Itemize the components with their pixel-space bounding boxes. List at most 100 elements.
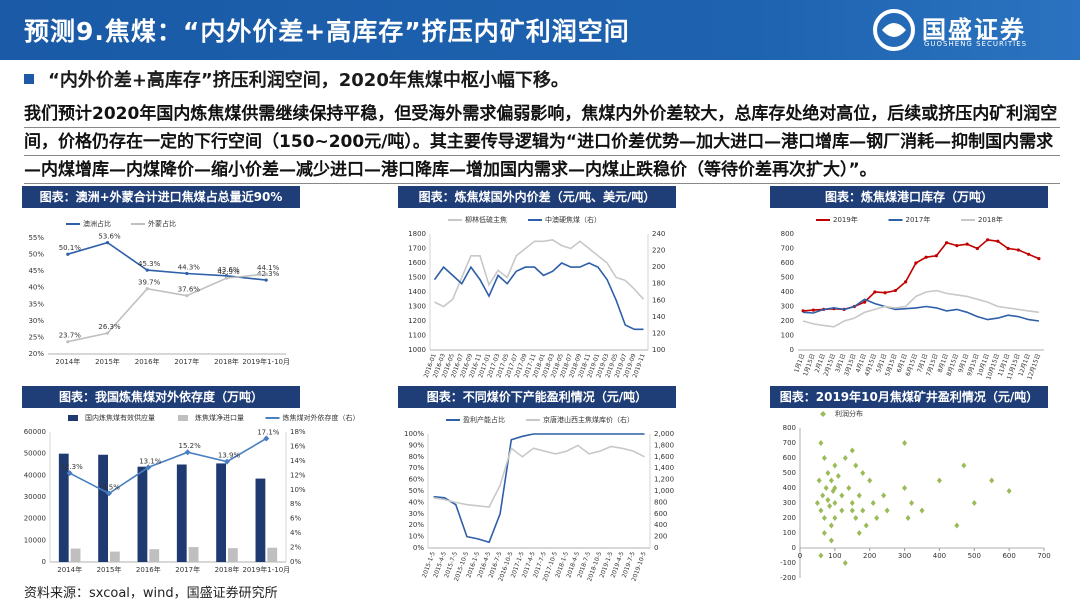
y-tick-label: 400 <box>781 288 794 296</box>
marker <box>801 309 805 313</box>
marker <box>986 238 990 242</box>
data-label: 23.7% <box>59 332 82 340</box>
y2-tick-label: 800 <box>654 498 667 506</box>
point <box>863 522 869 529</box>
y-tick-label: -100 <box>780 559 796 567</box>
chart-title: 图表：澳洲+外蒙合计进口焦煤占总量近90% <box>40 189 283 204</box>
x-tick-label: 2019-07 <box>613 353 628 379</box>
point <box>842 560 848 566</box>
marker <box>145 287 149 291</box>
marker <box>883 291 887 295</box>
paragraph: 我们预计2020年国内炼焦煤供需继续保持平稳，但受海外需求偏弱影响，焦煤内外价差… <box>24 100 1060 184</box>
y-tick-label: 300 <box>781 303 794 311</box>
point <box>853 462 859 469</box>
y-tick-label: 30000 <box>24 493 46 501</box>
y-tick-label: 45% <box>28 267 44 275</box>
line <box>803 238 1040 312</box>
y-tick-label: 10000 <box>24 536 46 544</box>
legend-label: 中澳硬焦煤（右） <box>545 215 601 224</box>
y-tick-label: 50% <box>28 251 44 259</box>
y-tick-label: 70% <box>408 464 424 472</box>
data-label: 9.5% <box>102 483 120 491</box>
y2-tick-label: 0 <box>654 544 658 552</box>
marker <box>873 290 877 294</box>
point <box>830 488 836 494</box>
y-tick-label: 600 <box>783 454 796 462</box>
x-tick-label: 2018-7-5 <box>576 551 592 579</box>
line <box>433 444 645 508</box>
x-tick-label: 2017年 <box>174 357 199 366</box>
marker <box>904 280 908 284</box>
bar <box>149 549 160 562</box>
logo-icon <box>873 9 915 51</box>
x-tick-label: 2018-05 <box>550 353 565 379</box>
data-label: 43.6% <box>217 266 240 274</box>
point <box>853 515 859 521</box>
x-tick-label: 2015年 <box>95 357 120 366</box>
point <box>860 470 866 476</box>
marker <box>145 268 149 272</box>
marker <box>934 254 938 258</box>
point <box>816 477 822 484</box>
x-tick-label: 2017-05 <box>495 353 510 379</box>
y-tick-label: 500 <box>781 274 794 282</box>
x-tick-label: 2019-09 <box>623 353 638 379</box>
marker <box>66 252 70 256</box>
point <box>902 440 908 446</box>
x-tick-label: 2月1日 <box>814 353 827 374</box>
x-tick-label: 10月15日 <box>985 353 1001 381</box>
y-tick-label: 100 <box>783 529 796 537</box>
x-tick-label: 0 <box>798 552 802 560</box>
marker <box>820 411 826 417</box>
marker <box>105 241 110 245</box>
point <box>821 455 827 461</box>
y-tick-label: 20% <box>408 521 424 529</box>
marker <box>184 449 191 456</box>
bar <box>267 547 278 562</box>
line <box>67 241 267 281</box>
data-label: 12.3% <box>61 463 84 471</box>
point <box>825 470 831 476</box>
y2-tick-label: 220 <box>652 247 665 255</box>
line <box>433 262 644 331</box>
legend-label: 2018年 <box>978 215 1003 224</box>
legend-label: 2019年 <box>833 215 858 224</box>
y-tick-label: 55% <box>28 234 44 242</box>
data-label: 15.2% <box>179 442 202 450</box>
x-tick-label: 3月15日 <box>843 353 858 377</box>
y-tick-label: 1700 <box>408 245 426 253</box>
bar <box>216 463 226 562</box>
point <box>828 522 834 529</box>
y2-tick-label: 160 <box>652 296 665 304</box>
bar <box>255 478 266 562</box>
data-label: 42.9% <box>217 268 240 276</box>
y-tick-label: 90% <box>408 441 424 449</box>
x-tick-label: 2015-4-5 <box>432 551 448 579</box>
y2-tick-label: 1,600 <box>654 453 674 461</box>
marker <box>264 272 268 276</box>
y-tick-label: 10% <box>408 533 424 541</box>
point <box>846 485 852 491</box>
x-tick-label: 12月1日 <box>1017 353 1032 377</box>
x-tick-label: 2014年 <box>55 357 80 366</box>
y2-tick-label: 240 <box>652 230 665 238</box>
x-tick-label: 4月15日 <box>864 353 879 377</box>
x-tick-label: 2018-10-5 <box>586 551 603 583</box>
chart-title: 图表：炼焦煤国外内价差（元/吨、美元/吨） <box>419 189 656 204</box>
bar <box>176 464 187 562</box>
marker <box>185 271 189 276</box>
marker <box>224 274 229 278</box>
x-tick-label: 2015-10-5 <box>453 551 470 583</box>
marker <box>263 435 270 442</box>
legend-swatch <box>68 415 78 421</box>
y2-tick-label: 2,000 <box>654 430 674 438</box>
marker <box>822 307 826 311</box>
y-tick-label: 50% <box>408 487 424 495</box>
x-tick-label: 1月15日 <box>802 353 817 377</box>
x-tick-label: 2019-01 <box>586 353 601 379</box>
data-label: 42.3% <box>257 270 280 278</box>
point <box>902 485 908 491</box>
x-tick-label: 2017-01 <box>477 353 492 379</box>
y-tick-label: 80% <box>408 453 424 461</box>
